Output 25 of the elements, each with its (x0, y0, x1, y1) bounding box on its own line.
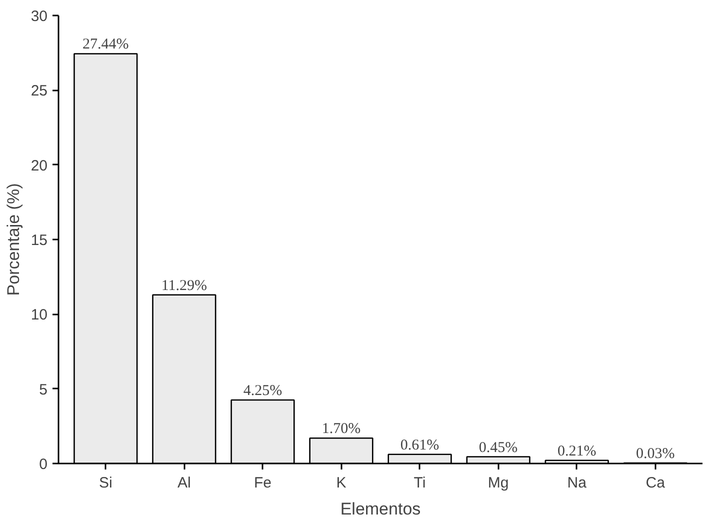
x-tick-label: Fe (254, 474, 272, 492)
x-axis-title: Elementos (340, 500, 421, 518)
y-tick-label: 0 (39, 456, 48, 473)
x-tick-label: Si (98, 474, 112, 492)
y-tick-label: 25 (30, 82, 48, 100)
data-label: 0.03% (636, 446, 675, 462)
x-tick-label: Mg (488, 474, 509, 492)
x-tick-label: Al (177, 474, 191, 492)
x-tick-label: Na (567, 474, 588, 492)
y-tick-label: 15 (30, 232, 48, 249)
y-tick-label: 5 (39, 381, 48, 398)
data-label: 11.29% (161, 278, 208, 294)
data-label: 4.25% (243, 383, 282, 400)
x-tick-label: Ca (646, 474, 666, 492)
y-tick-label: 30 (30, 8, 48, 25)
y-tick-label: 20 (30, 157, 48, 174)
data-label: 27.44% (82, 36, 129, 53)
x-tick-label: K (336, 474, 346, 492)
data-label: 0.61% (400, 437, 440, 454)
data-label: 0.45% (478, 440, 518, 456)
data-label: 0.21% (557, 443, 596, 460)
data-label: 1.70% (322, 421, 361, 438)
x-tick-label: Ti (414, 474, 426, 492)
y-tick-label: 10 (30, 306, 48, 324)
y-axis-title: Porcentaje (%) (4, 183, 23, 296)
